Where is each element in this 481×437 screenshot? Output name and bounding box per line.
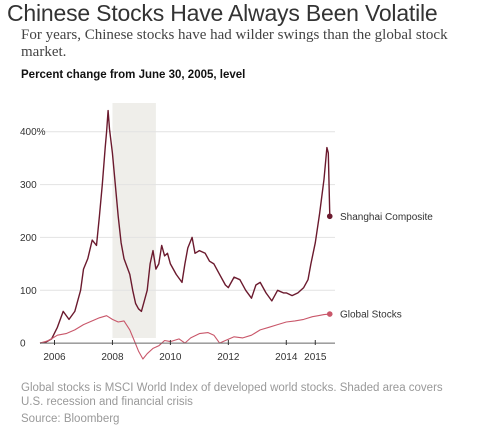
chart-label: Percent change from June 30, 2005, level bbox=[21, 69, 246, 81]
axis-layer bbox=[40, 340, 335, 345]
x-tick-label: 2006 bbox=[43, 352, 66, 363]
series-line-global bbox=[39, 313, 330, 360]
y-tick-label: 100 bbox=[20, 286, 37, 297]
series-layer bbox=[39, 109, 333, 360]
page-title: Chinese Stocks Have Always Been Volatile bbox=[7, 0, 438, 26]
series-label: Global Stocks bbox=[340, 310, 402, 321]
series-end-marker bbox=[326, 213, 333, 220]
x-tick-label: 2010 bbox=[159, 352, 182, 363]
y-tick-label: 200 bbox=[20, 233, 37, 244]
y-tick-label: 300 bbox=[20, 180, 37, 191]
gridlines-layer bbox=[40, 131, 335, 291]
label-layer: 0 100 200 300 400% Shanghai Composite Global S… bbox=[20, 127, 433, 363]
x-tick-label: 2014 bbox=[275, 352, 298, 363]
series-label: Shanghai Composite bbox=[340, 212, 433, 223]
subtitle: For years, Chinese stocks have had wilde… bbox=[21, 27, 448, 60]
series-line-shanghai bbox=[39, 109, 331, 344]
x-tick-label: 2008 bbox=[101, 352, 124, 363]
x-tick-label: 2012 bbox=[217, 352, 240, 363]
series-end-marker bbox=[326, 311, 333, 317]
chart-notes: Global stocks is MSCI World Index of dev… bbox=[21, 382, 443, 408]
source-line: Source: Bloomberg bbox=[21, 413, 120, 425]
y-tick-label: 0 bbox=[20, 339, 26, 350]
y-tick-label: 400% bbox=[20, 127, 46, 138]
x-tick-label: 2015 bbox=[304, 352, 327, 363]
